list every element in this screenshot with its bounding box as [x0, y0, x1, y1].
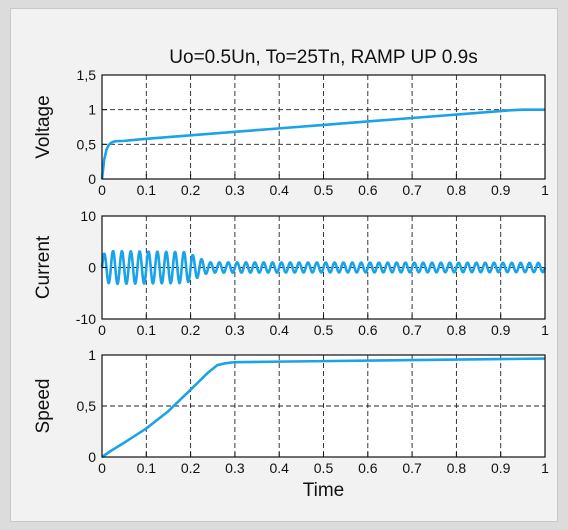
x-tick-label: 0.1: [137, 460, 157, 476]
x-tick-label: 0.8: [447, 460, 467, 476]
x-tick-label: 0.2: [181, 322, 201, 338]
y-tick-label: 1: [88, 347, 96, 363]
y-tick-label: -10: [76, 311, 96, 327]
x-tick-label: 1: [541, 322, 549, 338]
x-tick-label: 0.6: [358, 460, 378, 476]
y-tick-label: 10: [80, 208, 96, 224]
x-tick-label: 0.4: [269, 460, 289, 476]
x-tick-label: 0.9: [491, 182, 511, 198]
x-tick-label: 0.8: [447, 322, 467, 338]
x-tick-label: 0.4: [269, 322, 289, 338]
y-tick-label: 1: [88, 102, 96, 118]
x-tick-label: 0.2: [181, 460, 201, 476]
x-tick-label: 0: [98, 182, 106, 198]
x-tick-label: 0.6: [358, 322, 378, 338]
x-tick-label: 0: [98, 322, 106, 338]
x-tick-label: 0.3: [225, 322, 245, 338]
x-tick-label: 0.7: [402, 322, 422, 338]
y-tick-label: 0: [88, 449, 96, 465]
y-tick-label: 1,5: [77, 67, 97, 83]
subplot-current: 0 0.1 0.2 0.3 0.4 0.5 0.6 0.7 0.8 0.9 1-10010Curre…: [33, 208, 549, 338]
x-tick-label: 0.3: [225, 182, 245, 198]
x-tick-label: 0.4: [269, 182, 289, 198]
x-tick-label: 0.9: [491, 460, 511, 476]
y-axis-label: Speed: [33, 379, 54, 434]
y-tick-label: 0: [88, 260, 96, 276]
x-tick-label: 0.5: [314, 460, 334, 476]
chart-title: Uo=0.5Un, To=25Tn, RAMP UP 0.9s: [169, 47, 477, 68]
x-tick-label: 0.6: [358, 182, 378, 198]
x-tick-label: 0.5: [314, 322, 334, 338]
x-tick-label: 1: [541, 182, 549, 198]
x-tick-label: 0.1: [137, 182, 157, 198]
x-tick-label: 0.7: [402, 182, 422, 198]
x-tick-label: 0.3: [225, 460, 245, 476]
subplot-voltage: 0 0.1 0.2 0.3 0.4 0.5 0.6 0.7 0.8 0.9 1 0 0,5 1 1,5 Vol…: [33, 47, 549, 198]
subplot-speed: 0 0.1 0.2 0.3 0.4 0.5 0.6 0.7 0.8 0.9 1 0 0,5 1 Speed T…: [33, 347, 549, 501]
x-tick-label: 0.2: [181, 182, 201, 198]
figure-panel: 0 0.1 0.2 0.3 0.4 0.5 0.6 0.7 0.8 0.9 1 0 0,5 1 1,5 Vol…: [10, 8, 558, 522]
x-tick-label: 0.1: [137, 322, 157, 338]
y-tick-label: 0,5: [77, 398, 97, 414]
x-tick-label: 0.8: [447, 182, 467, 198]
x-tick-label: 1: [541, 460, 549, 476]
x-tick-label: 0.7: [402, 460, 422, 476]
x-axis-label: Time: [303, 480, 345, 501]
x-tick-label: 0: [98, 460, 106, 476]
chart-figure: 0 0.1 0.2 0.3 0.4 0.5 0.6 0.7 0.8 0.9 100,511,5Vol…: [11, 9, 559, 523]
y-tick-label: 0,5: [77, 136, 97, 152]
y-axis-label: Current: [33, 235, 54, 299]
x-tick-label: 0.9: [491, 322, 511, 338]
y-axis-label: Voltage: [33, 95, 54, 158]
y-tick-label: 0: [88, 171, 96, 187]
x-tick-label: 0.5: [314, 182, 334, 198]
